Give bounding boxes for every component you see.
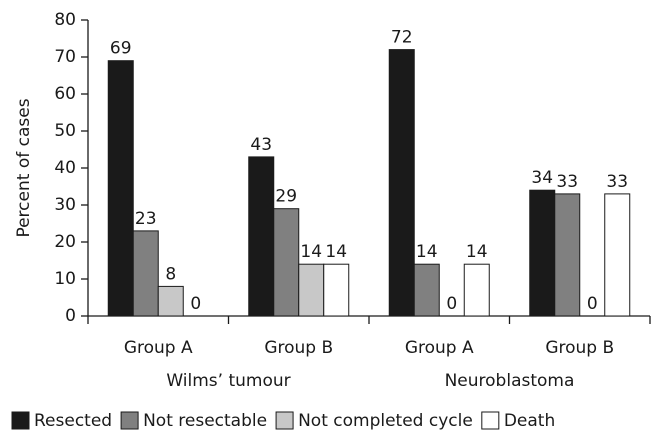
y-tick-label: 60 (54, 84, 76, 104)
data-label: 14 (466, 242, 488, 262)
legend-label: Not resectable (143, 411, 267, 431)
y-tick-label: 0 (65, 306, 76, 326)
legend-label: Not completed cycle (298, 411, 473, 431)
data-label: 29 (275, 187, 297, 207)
y-axis-label: Percent of cases (14, 98, 34, 237)
data-label: 72 (391, 28, 413, 48)
data-label: 14 (325, 242, 347, 262)
bar (323, 263, 350, 317)
data-label: 43 (250, 135, 272, 155)
bar (273, 208, 300, 317)
bar (388, 49, 415, 317)
bar (298, 263, 325, 317)
bar (157, 285, 184, 317)
legend-swatch (275, 411, 294, 430)
data-label: 33 (556, 172, 578, 192)
y-tick-label: 80 (54, 10, 76, 30)
bar (463, 263, 490, 317)
data-label: 0 (587, 294, 598, 314)
y-tick-label: 40 (54, 158, 76, 178)
bar (248, 156, 275, 317)
bar (604, 193, 631, 317)
x-tick-label: Group B (545, 338, 614, 358)
bar (529, 189, 556, 317)
y-tick-label: 50 (54, 121, 76, 141)
data-label: 8 (165, 264, 176, 284)
x-tick-label: Group A (405, 338, 474, 358)
group-label: Neuroblastoma (445, 371, 575, 391)
x-tick-label: Group B (264, 338, 333, 358)
data-label: 14 (300, 242, 322, 262)
y-tick-label: 70 (54, 47, 76, 67)
bar (107, 60, 134, 317)
data-label: 0 (446, 294, 457, 314)
y-tick-label: 10 (54, 269, 76, 289)
legend-label: Resected (34, 411, 112, 431)
legend-swatch (11, 411, 30, 430)
y-tick-label: 30 (54, 195, 76, 215)
data-label: 34 (531, 168, 553, 188)
legend-swatch (481, 411, 500, 430)
legend-swatch (120, 411, 139, 430)
bar (132, 230, 159, 317)
x-tick-label: Group A (124, 338, 193, 358)
data-label: 23 (135, 209, 157, 229)
data-label: 14 (416, 242, 438, 262)
data-label: 69 (110, 39, 132, 59)
group-label: Wilms’ tumour (166, 371, 290, 391)
bar (554, 193, 581, 317)
bar (413, 263, 440, 317)
data-label: 33 (606, 172, 628, 192)
data-label: 0 (190, 294, 201, 314)
legend-label: Death (504, 411, 555, 431)
y-tick-label: 20 (54, 232, 76, 252)
